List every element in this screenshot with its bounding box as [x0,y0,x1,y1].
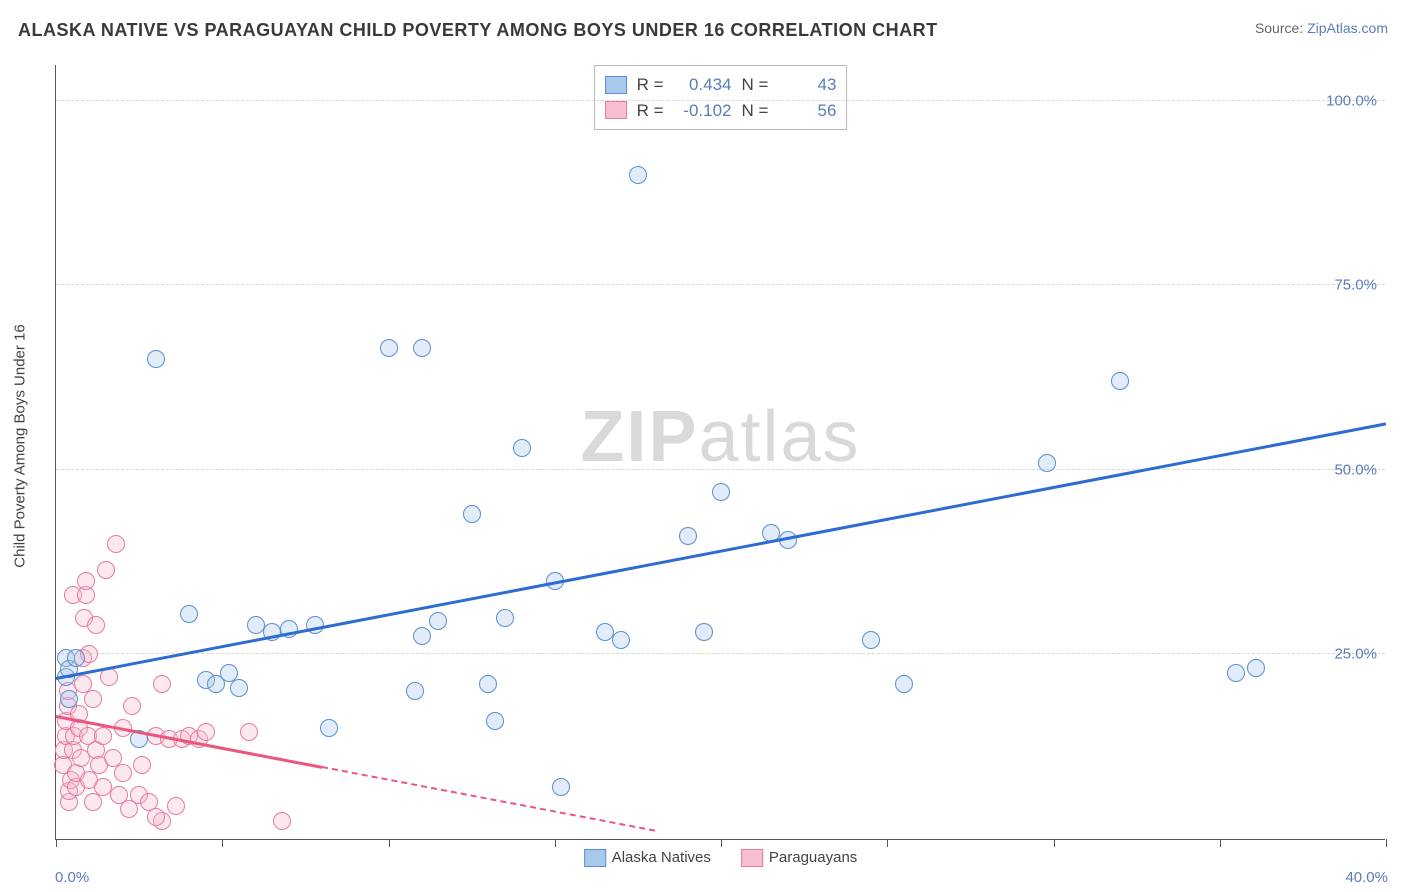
source-label: Source: ZipAtlas.com [1255,20,1388,36]
trend-line-alaska [56,423,1387,681]
source-link[interactable]: ZipAtlas.com [1307,20,1388,36]
grid-line-h [56,469,1385,470]
x-tick [222,839,223,847]
stats-swatch-blue [605,76,627,94]
n-value-2: 56 [778,98,836,124]
point-alaska [413,339,431,357]
grid-line-h [56,284,1385,285]
point-alaska [552,778,570,796]
legend-label-1: Alaska Natives [612,849,711,866]
point-alaska [596,623,614,641]
point-alaska [463,505,481,523]
point-alaska [147,350,165,368]
grid-line-h [56,100,1385,101]
point-alaska [67,649,85,667]
stats-swatch-pink [605,101,627,119]
stats-row-1: R = 0.434 N = 43 [605,72,837,98]
point-alaska [1038,454,1056,472]
point-paraguayan [133,756,151,774]
r-label-2: R = [637,98,664,124]
source-prefix: Source: [1255,20,1307,36]
legend-item-2: Paraguayans [741,849,857,867]
point-alaska [486,712,504,730]
point-alaska [629,166,647,184]
point-alaska [380,339,398,357]
x-tick-max: 40.0% [1345,869,1388,886]
plot-area: ZIPatlas R = 0.434 N = 43 R = -0.102 N =… [55,65,1385,840]
point-alaska [429,612,447,630]
point-paraguayan [167,797,185,815]
y-tick-label: 75.0% [1334,277,1377,294]
y-tick-label: 100.0% [1326,92,1377,109]
legend-item-1: Alaska Natives [584,849,711,867]
point-alaska [413,627,431,645]
point-alaska [612,631,630,649]
n-label-1: N = [742,72,769,98]
point-paraguayan [94,778,112,796]
point-alaska [679,527,697,545]
chart-title: ALASKA NATIVE VS PARAGUAYAN CHILD POVERT… [18,20,938,41]
point-alaska [1247,659,1265,677]
point-alaska [862,631,880,649]
point-paraguayan [97,561,115,579]
stats-row-2: R = -0.102 N = 56 [605,98,837,124]
point-paraguayan [114,764,132,782]
point-alaska [1227,664,1245,682]
chart-container: ALASKA NATIVE VS PARAGUAYAN CHILD POVERT… [0,0,1406,892]
stats-legend: R = 0.434 N = 43 R = -0.102 N = 56 [594,65,848,130]
x-tick [721,839,722,847]
legend-label-2: Paraguayans [769,849,857,866]
y-axis-label: Child Poverty Among Boys Under 16 [12,324,29,567]
point-paraguayan [94,727,112,745]
point-paraguayan [107,535,125,553]
x-tick [389,839,390,847]
point-paraguayan [240,723,258,741]
x-tick [1220,839,1221,847]
point-alaska [513,439,531,457]
legend-swatch-blue [584,849,606,867]
legend-swatch-pink [741,849,763,867]
point-paraguayan [87,616,105,634]
x-tick [555,839,556,847]
y-tick-label: 25.0% [1334,646,1377,663]
point-paraguayan [273,812,291,830]
point-paraguayan [197,723,215,741]
watermark: ZIPatlas [580,396,860,478]
point-alaska [406,682,424,700]
y-tick-label: 50.0% [1334,461,1377,478]
r-value-2: -0.102 [674,98,732,124]
point-alaska [247,616,265,634]
point-alaska [895,675,913,693]
point-alaska [1111,372,1129,390]
trend-line-paraguayan [322,766,655,832]
x-tick [887,839,888,847]
point-alaska [180,605,198,623]
point-paraguayan [153,675,171,693]
point-paraguayan [77,572,95,590]
x-tick [1386,839,1387,847]
point-paraguayan [84,690,102,708]
r-value-1: 0.434 [674,72,732,98]
x-tick [56,839,57,847]
n-value-1: 43 [778,72,836,98]
grid-line-h [56,653,1385,654]
point-alaska [496,609,514,627]
point-alaska [695,623,713,641]
point-alaska [320,719,338,737]
point-alaska [60,690,78,708]
point-alaska [230,679,248,697]
x-tick-min: 0.0% [55,869,89,886]
point-paraguayan [147,808,165,826]
point-alaska [479,675,497,693]
point-paraguayan [123,697,141,715]
n-label-2: N = [742,98,769,124]
point-alaska [712,483,730,501]
bottom-legend: Alaska Natives Paraguayans [584,849,858,867]
x-tick [1054,839,1055,847]
r-label-1: R = [637,72,664,98]
